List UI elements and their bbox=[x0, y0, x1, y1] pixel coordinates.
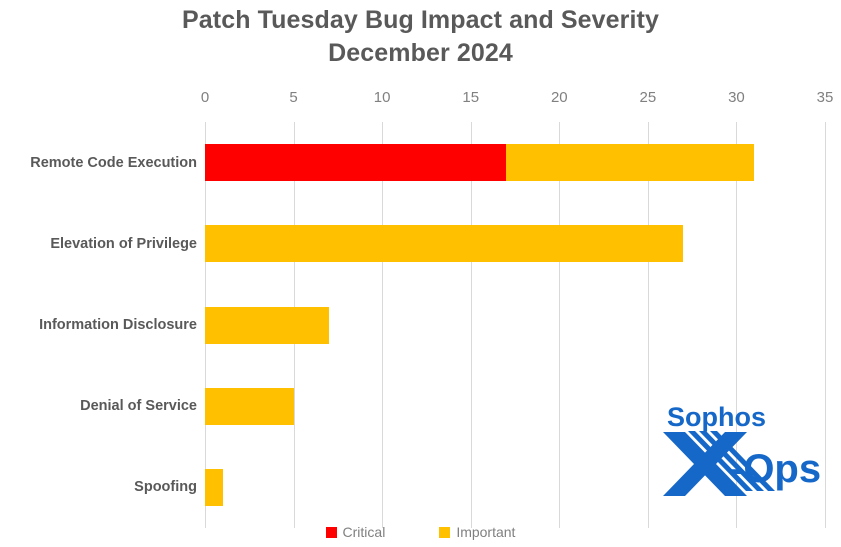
y-axis-category-labels: Remote Code Execution Elevation of Privil… bbox=[0, 122, 197, 528]
gridline bbox=[470, 122, 472, 528]
bar-segment-important[interactable] bbox=[205, 306, 329, 344]
legend-item-critical[interactable]: Critical bbox=[325, 524, 386, 541]
bar-row bbox=[205, 468, 825, 506]
bar-stack bbox=[205, 387, 294, 425]
x-tick-label: 25 bbox=[639, 89, 657, 106]
x-tick-label: 35 bbox=[816, 89, 834, 106]
chart-title-line-1: Patch Tuesday Bug Impact and Severity bbox=[182, 6, 659, 34]
x-tick-label: 0 bbox=[200, 89, 210, 106]
bar-segment-important[interactable] bbox=[506, 144, 755, 182]
chart-title: Patch Tuesday Bug Impact and Severity De… bbox=[0, 4, 841, 70]
bar-segment-important[interactable] bbox=[205, 468, 223, 506]
chart-legend: Critical Important bbox=[0, 524, 841, 541]
bar-segment-important[interactable] bbox=[205, 387, 294, 425]
bar-row bbox=[205, 144, 825, 182]
gridline bbox=[736, 122, 738, 528]
legend-label: Critical bbox=[342, 524, 386, 540]
plot-area bbox=[205, 122, 826, 528]
y-category-label: Denial of Service bbox=[80, 398, 197, 415]
logo-text-ops: -Ops bbox=[730, 447, 821, 491]
gridline bbox=[559, 122, 561, 528]
x-tick-label: 5 bbox=[289, 89, 298, 106]
y-category-label: Spoofing bbox=[134, 479, 197, 496]
x-tick-label: 30 bbox=[728, 89, 745, 106]
sophos-x-ops-logo: Sophos -Ops bbox=[655, 398, 825, 504]
bar-segment-important[interactable] bbox=[205, 225, 684, 263]
y-category-label: Information Disclosure bbox=[39, 317, 197, 333]
bar-stack bbox=[205, 225, 684, 263]
bar-stack bbox=[205, 306, 329, 344]
gridline bbox=[382, 122, 384, 528]
y-category-label: Elevation of Privilege bbox=[50, 235, 197, 252]
bar-row bbox=[205, 306, 825, 344]
y-category-label: Remote Code Execution bbox=[30, 154, 197, 171]
bar-row bbox=[205, 387, 825, 425]
logo-x-stripes bbox=[688, 431, 775, 491]
legend-item-important[interactable]: Important bbox=[439, 524, 515, 541]
logo-x-mark bbox=[663, 432, 747, 496]
bar-row bbox=[205, 225, 825, 263]
logo-text-sophos: Sophos bbox=[667, 402, 766, 432]
x-tick-label: 15 bbox=[462, 89, 480, 106]
gridline bbox=[825, 122, 826, 528]
x-tick-label: 10 bbox=[373, 89, 391, 106]
legend-swatch-important bbox=[439, 527, 451, 538]
chart-title-line-2: December 2024 bbox=[328, 39, 513, 67]
gridline bbox=[647, 122, 649, 528]
legend-swatch-critical bbox=[325, 527, 337, 538]
bar-stack bbox=[205, 468, 223, 506]
sophos-x-ops-logo-svg: Sophos -Ops bbox=[663, 402, 821, 496]
bar-segment-critical[interactable] bbox=[205, 144, 507, 182]
x-tick-label: 20 bbox=[550, 89, 568, 106]
x-axis-tick-labels: 0 5 10 15 20 25 30 35 bbox=[201, 88, 834, 110]
bar-stack bbox=[205, 144, 755, 182]
legend-label: Important bbox=[456, 524, 516, 540]
